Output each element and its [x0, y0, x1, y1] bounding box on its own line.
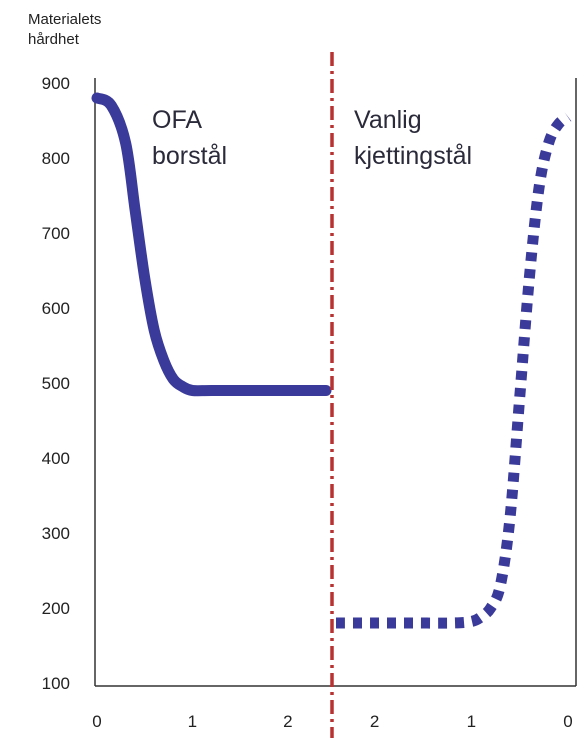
y-axis-label-line-2: hårdhet: [28, 31, 80, 48]
series-line-vanlig-kjettingstal: [335, 112, 572, 629]
y-tick-label-100: 100: [42, 674, 70, 693]
series-label-ofa-line-1: OFA: [152, 106, 202, 134]
x-tick-labels: 0 1 2 2 1 0: [92, 712, 572, 731]
series-label-ofa-line-2: borstål: [152, 142, 227, 170]
series-label-vanlig-line-1: Vanlig: [354, 106, 422, 134]
series-line-ofa-borstal: [91, 92, 332, 397]
y-axis-label: Materialets hårdhet: [28, 11, 101, 48]
y-tick-label-700: 700: [42, 224, 70, 243]
y-tick-label-300: 300: [42, 524, 70, 543]
x-tick-label-p2-2: 2: [370, 712, 379, 731]
axes: [94, 78, 577, 687]
y-tick-label-200: 200: [42, 599, 70, 618]
x-tick-label-p1-1: 1: [188, 712, 197, 731]
y-axis-label-line-1: Materialets: [28, 11, 101, 28]
x-tick-label-p1-2: 2: [283, 712, 292, 731]
x-tick-label-p2-0: 0: [563, 712, 572, 731]
series-label-vanlig-line-2: kjettingstål: [354, 142, 472, 170]
y-tick-label-900: 900: [42, 74, 70, 93]
y-tick-label-800: 800: [42, 149, 70, 168]
x-tick-label-p1-0: 0: [92, 712, 101, 731]
series-lines: [91, 92, 572, 629]
y-tick-label-400: 400: [42, 449, 70, 468]
y-tick-labels: 900 800 700 600 500 400 300 200 100: [42, 74, 70, 693]
series-labels: OFA borstål Vanlig kjettingstål: [152, 106, 472, 170]
y-tick-label-500: 500: [42, 374, 70, 393]
x-tick-label-p2-1: 1: [467, 712, 476, 731]
y-tick-label-600: 600: [42, 299, 70, 318]
